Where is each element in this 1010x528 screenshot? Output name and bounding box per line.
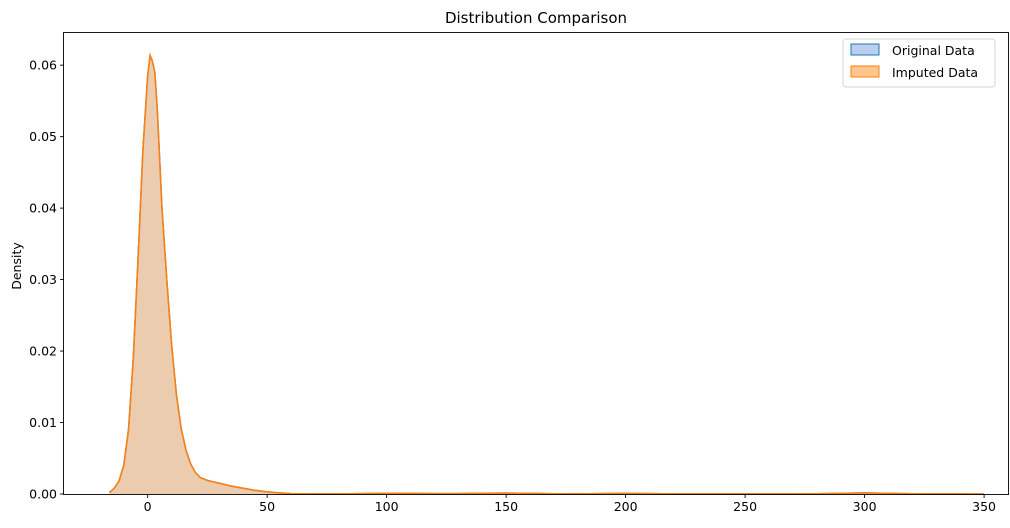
chart-title: Distribution Comparison bbox=[445, 9, 627, 27]
legend-entry-imputed: Imputed Data bbox=[850, 65, 978, 80]
legend: Original Data Imputed Data bbox=[842, 38, 996, 88]
y-axis: 0.00 0.01 0.02 0.03 0.04 0.05 0.06 bbox=[29, 58, 64, 502]
legend-box bbox=[842, 38, 996, 88]
legend-label-imputed: Imputed Data bbox=[892, 65, 978, 80]
y-tick-label: 0.00 bbox=[29, 487, 57, 502]
plot-frame bbox=[63, 32, 1009, 495]
x-tick-label: 100 bbox=[375, 499, 399, 514]
x-axis: 0 50 100 150 200 250 300 350 bbox=[144, 494, 996, 514]
legend-swatch-imputed bbox=[850, 65, 880, 78]
series-layer bbox=[108, 52, 985, 495]
y-tick-label: 0.02 bbox=[29, 344, 57, 359]
legend-label-original: Original Data bbox=[892, 43, 975, 58]
legend-entry-original: Original Data bbox=[850, 43, 975, 58]
x-tick-label: 150 bbox=[494, 499, 518, 514]
y-tick-label: 0.05 bbox=[29, 129, 57, 144]
legend-swatch-original bbox=[850, 43, 880, 56]
series-line-1 bbox=[108, 52, 985, 495]
y-tick-label: 0.04 bbox=[29, 201, 57, 216]
x-tick-label: 350 bbox=[972, 499, 996, 514]
y-tick-label: 0.06 bbox=[29, 58, 57, 73]
x-tick-label: 250 bbox=[733, 499, 757, 514]
x-tick-label: 0 bbox=[144, 499, 152, 514]
y-axis-title: Density bbox=[9, 242, 24, 290]
plot-area bbox=[63, 32, 1009, 495]
y-tick-label: 0.03 bbox=[29, 272, 57, 287]
x-tick-label: 200 bbox=[614, 499, 638, 514]
x-tick-label: 50 bbox=[259, 499, 275, 514]
y-tick-label: 0.01 bbox=[29, 415, 57, 430]
x-tick-label: 300 bbox=[853, 499, 877, 514]
